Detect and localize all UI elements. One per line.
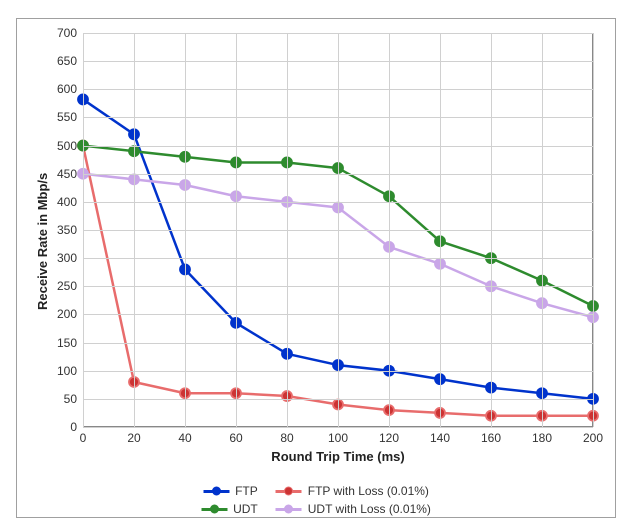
gridline-v xyxy=(593,33,594,427)
xtick-label: 200 xyxy=(583,427,603,445)
ytick-label: 550 xyxy=(57,110,83,124)
gridline-v xyxy=(389,33,390,427)
x-axis-title: Round Trip Time (ms) xyxy=(271,449,404,464)
legend-item: UDT with Loss (0.01%) xyxy=(276,502,431,516)
legend-item: FTP with Loss (0.01%) xyxy=(276,484,429,498)
gridline-v xyxy=(542,33,543,427)
legend-marker-icon xyxy=(210,505,219,514)
legend-swatch xyxy=(276,484,302,498)
legend-swatch xyxy=(276,502,302,516)
xtick-label: 100 xyxy=(328,427,348,445)
plot-area: 0501001502002503003504004505005506006507… xyxy=(83,33,593,427)
gridline-v xyxy=(134,33,135,427)
gridline-v xyxy=(185,33,186,427)
ytick-label: 250 xyxy=(57,279,83,293)
gridline-v xyxy=(287,33,288,427)
legend-item: FTP xyxy=(203,484,258,498)
legend-marker-icon xyxy=(284,487,293,496)
xtick-label: 140 xyxy=(430,427,450,445)
ytick-label: 200 xyxy=(57,307,83,321)
xtick-label: 60 xyxy=(229,427,242,445)
legend-label: FTP xyxy=(235,484,258,498)
legend-label: UDT xyxy=(233,502,258,516)
legend: FTP FTP with Loss (0.01%) UDT UDT with Loss… xyxy=(167,484,466,516)
ytick-label: 400 xyxy=(57,195,83,209)
legend-swatch xyxy=(203,484,229,498)
chart-frame: 0 50 100 150 200 250 300 350 400 450 500 550 600 650 7… xyxy=(0,0,632,528)
xtick-label: 40 xyxy=(178,427,191,445)
ytick-label: 500 xyxy=(57,139,83,153)
legend-swatch xyxy=(201,502,227,516)
xtick-label: 160 xyxy=(481,427,501,445)
legend-marker-icon xyxy=(212,487,221,496)
ytick-label: 150 xyxy=(57,336,83,350)
legend-item: UDT xyxy=(201,502,258,516)
xtick-label: 0 xyxy=(80,427,87,445)
gridline-v xyxy=(440,33,441,427)
ytick-label: 650 xyxy=(57,54,83,68)
ytick-label: 50 xyxy=(64,392,83,406)
xtick-label: 80 xyxy=(280,427,293,445)
gridline-v xyxy=(83,33,84,427)
ytick-label: 600 xyxy=(57,82,83,96)
legend-label: FTP with Loss (0.01%) xyxy=(308,484,429,498)
ytick-label: 450 xyxy=(57,167,83,181)
gridline-v xyxy=(338,33,339,427)
y-axis-title: Receive Rate in Mbp/s xyxy=(35,173,50,310)
chart-canvas: 0 50 100 150 200 250 300 350 400 450 500 550 600 650 7… xyxy=(16,18,616,518)
legend-label: UDT with Loss (0.01%) xyxy=(308,502,431,516)
xtick-label: 20 xyxy=(127,427,140,445)
ytick-label: 350 xyxy=(57,223,83,237)
legend-marker-icon xyxy=(284,505,293,514)
ytick-label: 100 xyxy=(57,364,83,378)
ytick-label: 300 xyxy=(57,251,83,265)
xtick-label: 120 xyxy=(379,427,399,445)
ytick-label: 700 xyxy=(57,26,83,40)
gridline-v xyxy=(491,33,492,427)
gridline-v xyxy=(236,33,237,427)
xtick-label: 180 xyxy=(532,427,552,445)
